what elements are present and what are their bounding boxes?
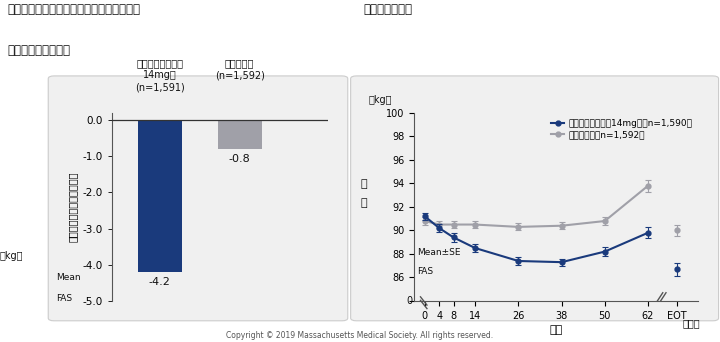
Text: (n=1,591): (n=1,591) bbox=[135, 82, 184, 92]
Text: (n=1,592): (n=1,592) bbox=[215, 70, 264, 80]
Text: （週）: （週） bbox=[683, 319, 700, 329]
Text: Mean±SE: Mean±SE bbox=[417, 248, 460, 257]
X-axis label: 期間: 期間 bbox=[549, 325, 563, 335]
Text: ［副次的評価項目］: ［副次的評価項目］ bbox=[7, 44, 71, 57]
Text: （kg）: （kg） bbox=[0, 251, 23, 261]
Text: （kg）: （kg） bbox=[369, 95, 392, 105]
Text: 経口セマグルチド: 経口セマグルチド bbox=[136, 58, 183, 68]
Text: 14mg群: 14mg群 bbox=[143, 70, 176, 80]
Text: 投与期間の推移: 投与期間の推移 bbox=[364, 3, 413, 16]
Text: FAS: FAS bbox=[56, 294, 72, 303]
Text: 体: 体 bbox=[361, 179, 367, 189]
Text: Copyright © 2019 Massachusetts Medical Society. All rights reserved.: Copyright © 2019 Massachusetts Medical S… bbox=[226, 331, 494, 340]
Y-axis label: ベースラインからの変化量: ベースラインからの変化量 bbox=[68, 172, 78, 242]
Legend: 経口セマグルチド14mg群（n=1,590）, プラセボ群（n=1,592）: 経口セマグルチド14mg群（n=1,590）, プラセボ群（n=1,592） bbox=[549, 117, 694, 141]
Text: Mean: Mean bbox=[56, 273, 81, 282]
Text: ベースラインから最終評価時までの変化量: ベースラインから最終評価時までの変化量 bbox=[7, 3, 140, 16]
Text: -4.2: -4.2 bbox=[148, 277, 171, 287]
Text: 重: 重 bbox=[361, 198, 367, 208]
Text: プラセボ群: プラセボ群 bbox=[225, 58, 254, 68]
Text: FAS: FAS bbox=[417, 267, 433, 276]
Text: 0: 0 bbox=[406, 296, 412, 306]
Bar bbox=[217, 120, 261, 149]
Bar bbox=[138, 120, 181, 272]
Text: -0.8: -0.8 bbox=[229, 155, 251, 165]
